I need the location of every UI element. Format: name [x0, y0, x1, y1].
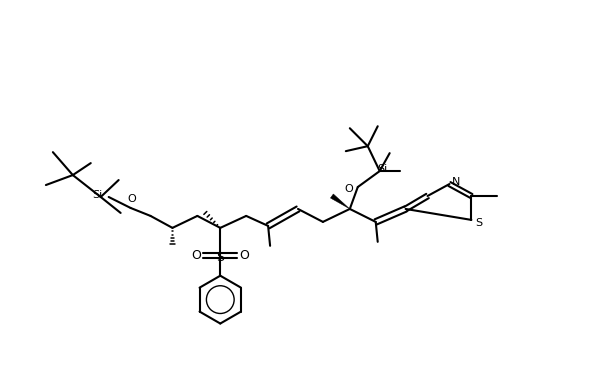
Text: Si: Si: [93, 190, 103, 200]
Text: Si: Si: [378, 164, 388, 174]
Text: N: N: [452, 177, 461, 187]
Text: S: S: [475, 218, 482, 228]
Text: O: O: [192, 249, 201, 262]
Text: O: O: [345, 184, 353, 194]
Text: O: O: [239, 249, 249, 262]
Text: S: S: [216, 251, 224, 264]
Polygon shape: [330, 194, 350, 209]
Text: O: O: [127, 194, 136, 204]
